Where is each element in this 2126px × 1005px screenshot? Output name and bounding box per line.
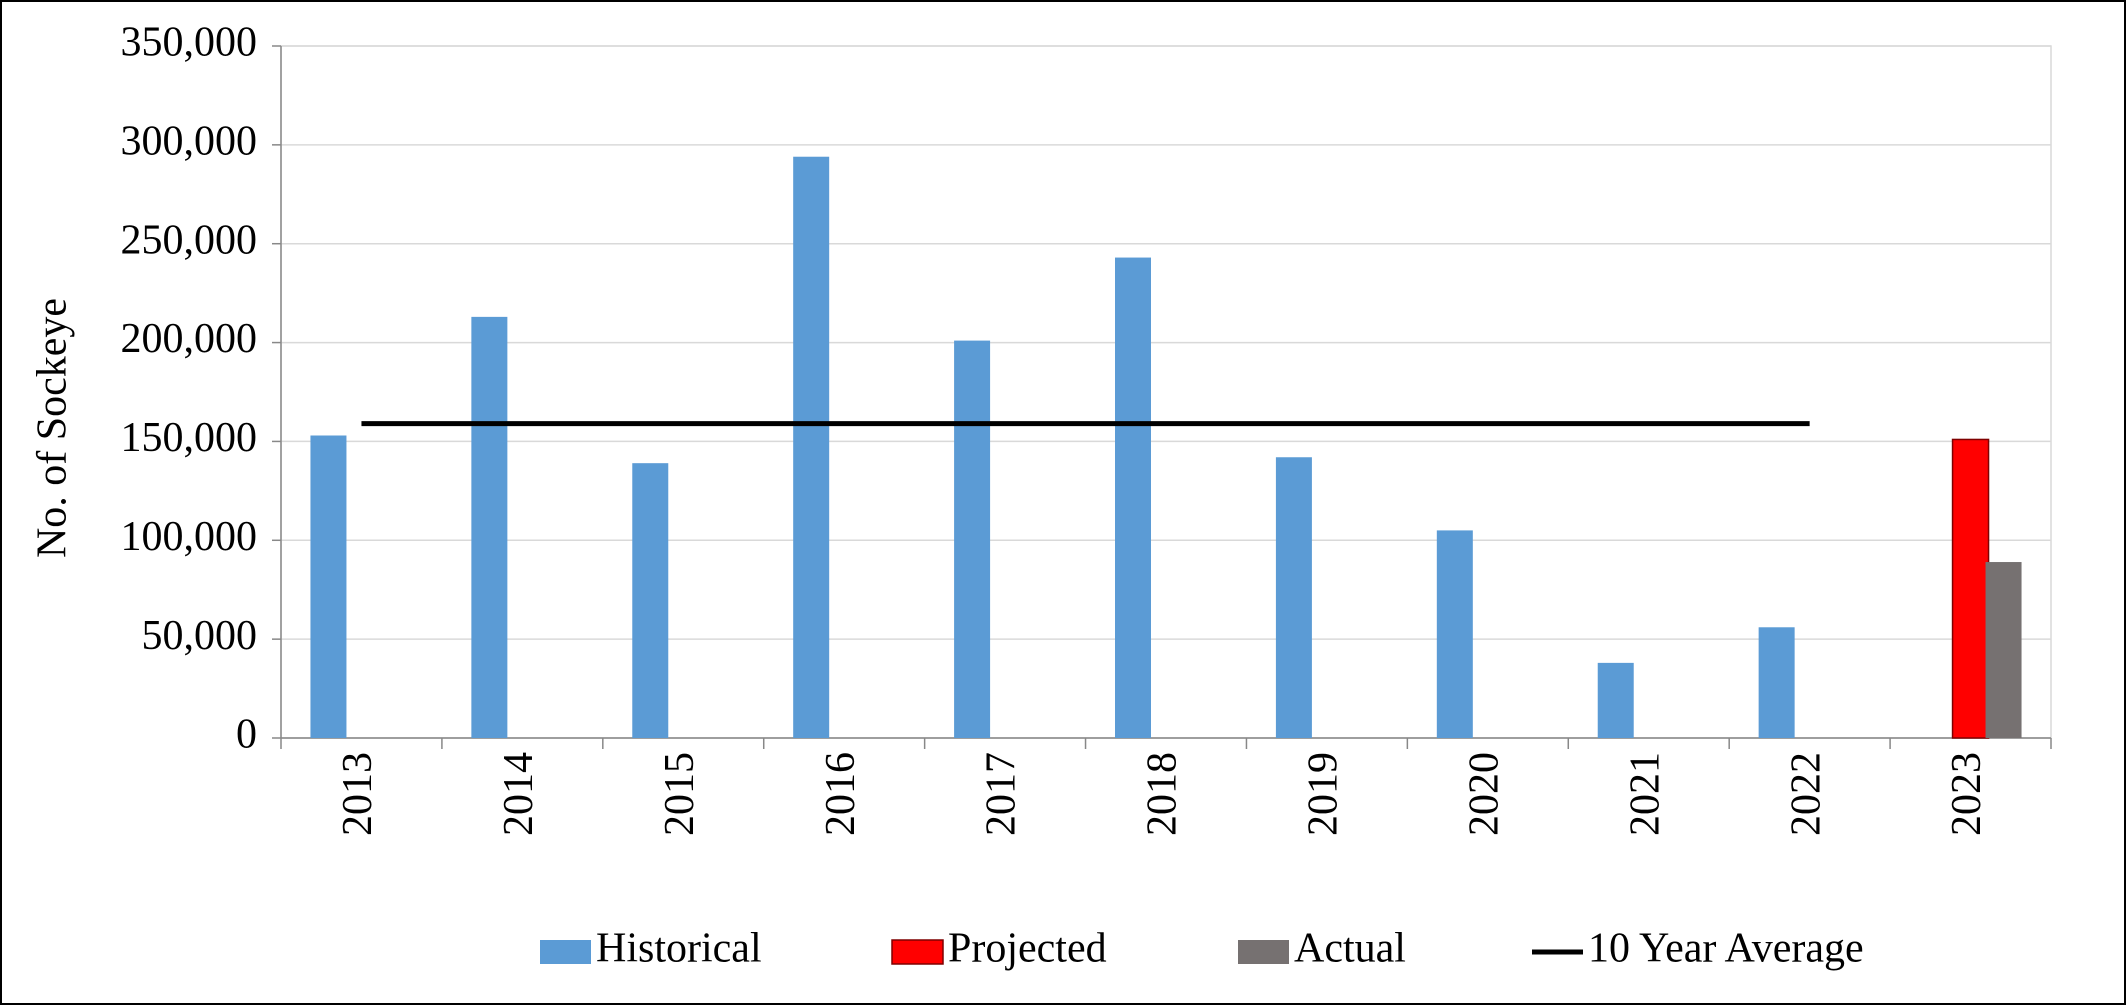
x-tick-label: 2023 <box>1944 752 1990 836</box>
y-tick-label: 0 <box>236 712 257 758</box>
bar <box>1985 562 2022 738</box>
x-tick-label: 2014 <box>496 752 542 836</box>
bar <box>632 463 669 738</box>
legend-label: Projected <box>948 926 1107 972</box>
x-tick-label: 2020 <box>1461 752 1507 836</box>
bar <box>1275 457 1312 738</box>
bar <box>1758 627 1795 738</box>
legend-label: 10 Year Average <box>1588 926 1864 972</box>
y-axis-label: No. of Sockeye <box>30 298 76 558</box>
legend-swatch <box>891 939 944 965</box>
legend-label: Actual <box>1294 926 1406 972</box>
x-tick-label: 2022 <box>1783 752 1829 836</box>
x-tick-label: 2018 <box>1140 752 1186 836</box>
y-tick-label: 50,000 <box>142 613 258 659</box>
x-tick-label: 2021 <box>1622 752 1668 836</box>
x-tick-label: 2016 <box>818 752 864 836</box>
bar <box>310 435 347 738</box>
y-tick-label: 200,000 <box>121 316 258 362</box>
x-tick-label: 2015 <box>657 752 703 836</box>
bar <box>793 156 830 739</box>
y-tick-label: 150,000 <box>121 415 258 461</box>
y-tick-label: 300,000 <box>121 118 258 164</box>
y-tick-label: 250,000 <box>121 217 258 263</box>
y-tick-label: 100,000 <box>121 514 258 560</box>
x-tick-label: 2017 <box>979 752 1025 836</box>
bar <box>1951 438 1990 739</box>
bar <box>471 316 508 738</box>
bar <box>1597 662 1634 738</box>
legend-swatch <box>540 940 591 964</box>
x-tick-label: 2019 <box>1301 752 1347 836</box>
bar <box>1436 530 1473 738</box>
y-tick-label: 350,000 <box>121 20 258 66</box>
bar <box>1115 257 1151 738</box>
legend-label: Historical <box>596 926 762 972</box>
bar <box>954 340 991 738</box>
legend-swatch <box>1238 940 1289 964</box>
x-tick-label: 2013 <box>335 752 381 836</box>
